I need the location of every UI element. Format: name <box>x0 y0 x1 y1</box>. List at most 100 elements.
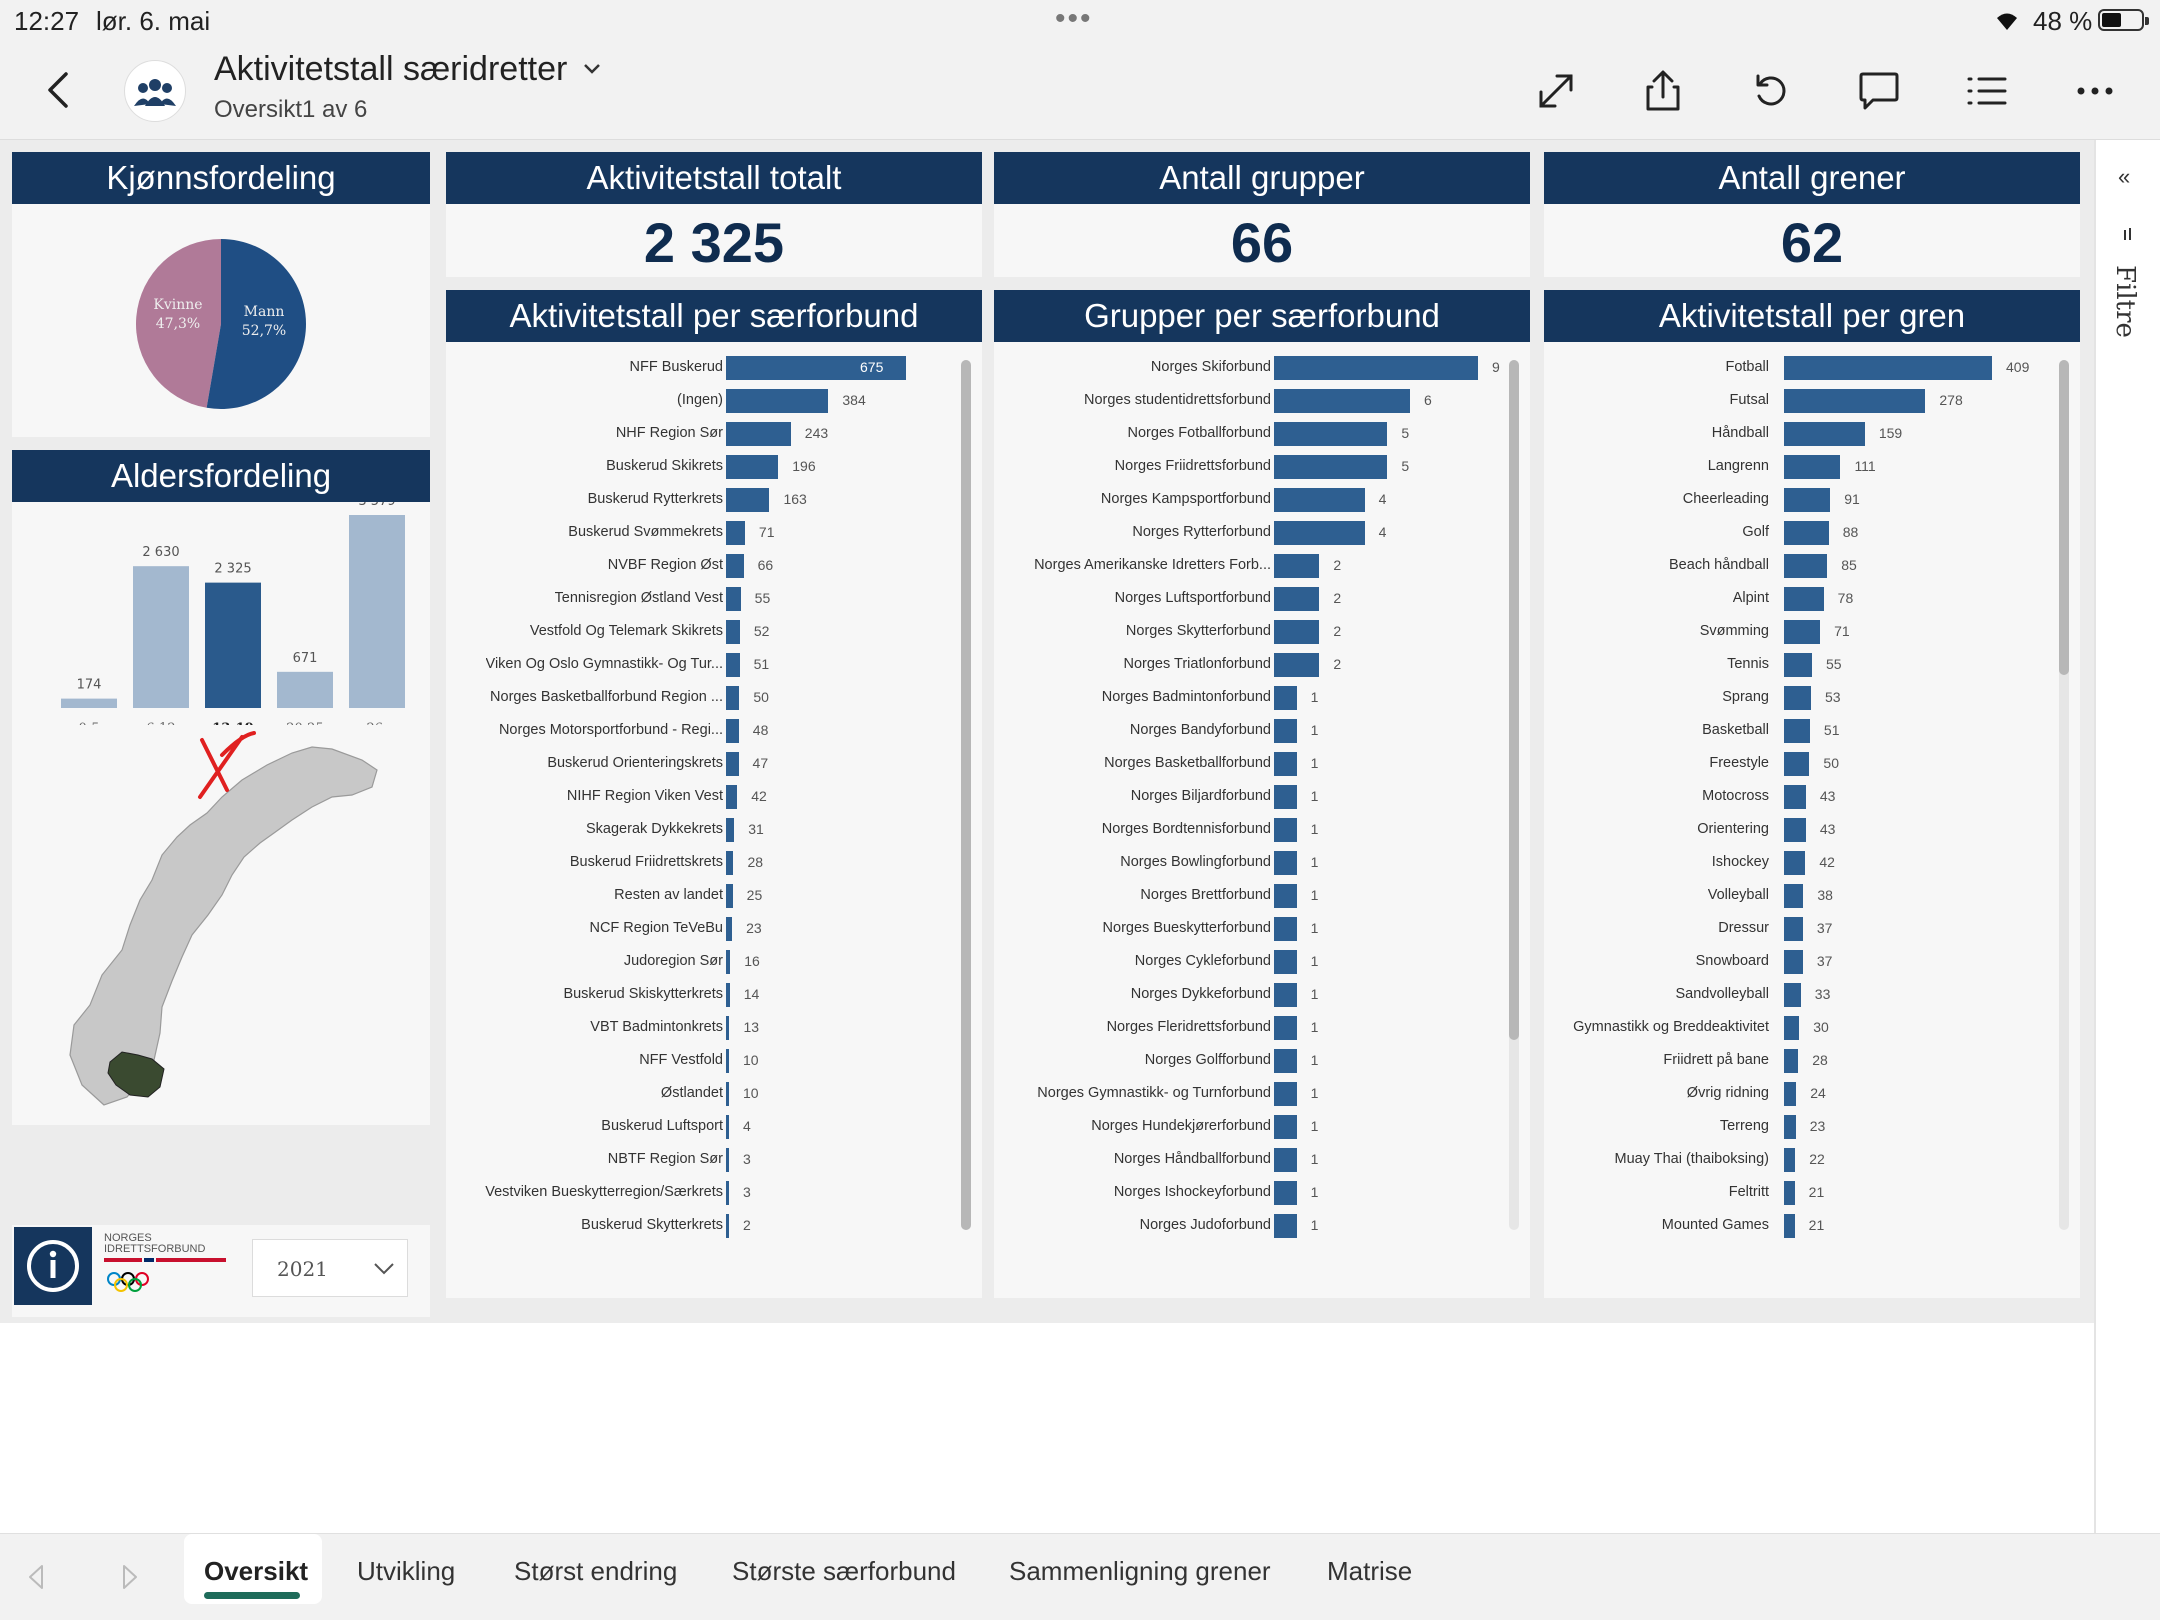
bar-row[interactable]: Norges Hundekjørerforbund 1 <box>994 1115 1530 1139</box>
bar-row[interactable]: Norges Triatlonforbund 2 <box>994 653 1530 677</box>
bar-row[interactable]: Norges Cykleforbund 1 <box>994 950 1530 974</box>
bar-row[interactable]: Futsal 278 <box>1544 389 2080 413</box>
bar-row[interactable]: Norges Skytterforbund 2 <box>994 620 1530 644</box>
bar-row[interactable]: Sandvolleyball 33 <box>1544 983 2080 1007</box>
tab-storste-saerforbund[interactable]: Største særforbund <box>732 1556 956 1586</box>
bar-row[interactable]: Buskerud Rytterkrets 163 <box>446 488 982 512</box>
bar[interactable] <box>1274 1148 1297 1172</box>
bar[interactable] <box>726 818 735 842</box>
bar[interactable] <box>1274 1016 1297 1040</box>
bar-row[interactable]: Norges Friidrettsforbund 5 <box>994 455 1530 479</box>
bar-row[interactable]: Motocross 43 <box>1544 785 2080 809</box>
bar[interactable] <box>1784 455 1841 479</box>
bar-row[interactable]: NCF Region TeVeBu 23 <box>446 917 982 941</box>
bar[interactable] <box>1784 1115 1796 1139</box>
scrollbar-thumb[interactable] <box>961 360 971 1230</box>
bar[interactable] <box>1274 1082 1297 1106</box>
bar-row[interactable]: Snowboard 37 <box>1544 950 2080 974</box>
bar[interactable] <box>1274 554 1320 578</box>
bar[interactable] <box>1784 686 1811 710</box>
bar[interactable] <box>1784 917 1803 941</box>
bar[interactable] <box>1274 1181 1297 1205</box>
bar[interactable] <box>1274 587 1320 611</box>
bar-row[interactable]: NFF Vestfold 10 <box>446 1049 982 1073</box>
bar-row[interactable]: Norges Badmintonforbund 1 <box>994 686 1530 710</box>
bar[interactable] <box>1274 455 1388 479</box>
tab-sammenligning-grener[interactable]: Sammenligning grener <box>1009 1556 1271 1586</box>
bar-row[interactable]: Norges studentidrettsforbund 6 <box>994 389 1530 413</box>
scrollbar[interactable] <box>961 360 971 1230</box>
bar[interactable] <box>726 389 829 413</box>
bar-row[interactable]: Buskerud Luftsport 4 <box>446 1115 982 1139</box>
age-bar-26-[interactable] <box>349 515 405 708</box>
bar-row[interactable]: Norges Basketballforbund Region ... 50 <box>446 686 982 710</box>
bar-row[interactable]: Alpint 78 <box>1544 587 2080 611</box>
bar[interactable] <box>1784 752 1810 776</box>
bar[interactable] <box>1274 917 1297 941</box>
bar[interactable] <box>1274 950 1297 974</box>
bar-row[interactable]: Norges Luftsportforbund 2 <box>994 587 1530 611</box>
bar-row[interactable]: Norges Bowlingforbund 1 <box>994 851 1530 875</box>
bar[interactable] <box>1784 521 1829 545</box>
bar-row[interactable]: Beach håndball 85 <box>1544 554 2080 578</box>
bar-row[interactable]: Norges Biljardforbund 1 <box>994 785 1530 809</box>
bar[interactable] <box>1784 983 1801 1007</box>
bar-row[interactable]: Norges Amerikanske Idretters Forb... 2 <box>994 554 1530 578</box>
bar[interactable] <box>726 1016 730 1040</box>
bar-row[interactable]: Vestviken Bueskytterregion/Særkrets 3 <box>446 1181 982 1205</box>
bar[interactable] <box>1784 1148 1796 1172</box>
bar-row[interactable]: Norges Fleridrettsforbund 1 <box>994 1016 1530 1040</box>
bar[interactable] <box>1784 719 1810 743</box>
bar-row[interactable]: Svømming 71 <box>1544 620 2080 644</box>
bar[interactable] <box>726 983 730 1007</box>
bar-row[interactable]: Norges Golfforbund 1 <box>994 1049 1530 1073</box>
bar-row[interactable]: Buskerud Svømmekrets 71 <box>446 521 982 545</box>
bar[interactable] <box>1784 785 1806 809</box>
bar[interactable] <box>1784 356 1992 380</box>
bar-row[interactable]: Østlandet 10 <box>446 1082 982 1106</box>
bar-row[interactable]: Norges Rytterforbund 4 <box>994 521 1530 545</box>
double-chevron-left-icon[interactable]: « <box>2118 164 2131 189</box>
bar[interactable] <box>1784 851 1806 875</box>
scrollbar-thumb[interactable] <box>1509 360 1519 1040</box>
bar[interactable] <box>1274 785 1297 809</box>
chart-aktivitetstall-per-gren[interactable]: Aktivitetstall per gren Fotball 409 Futsal… <box>1544 290 2080 1298</box>
bar[interactable] <box>726 785 738 809</box>
bar-row[interactable]: Norges Håndballforbund 1 <box>994 1148 1530 1172</box>
bar[interactable] <box>1784 587 1824 611</box>
bar-row[interactable]: Norges Motorsportforbund - Regi... 48 <box>446 719 982 743</box>
filters-pane-collapsed[interactable]: « Filtre <box>2094 140 2160 1533</box>
bar-row[interactable]: Norges Skiforbund 9 <box>994 356 1530 380</box>
bar-row[interactable]: NBTF Region Sør 3 <box>446 1148 982 1172</box>
bar[interactable] <box>1274 1214 1297 1238</box>
bar[interactable] <box>726 554 744 578</box>
map-region-buskerud[interactable] <box>107 1051 165 1098</box>
bar[interactable] <box>726 1049 729 1073</box>
bar-row[interactable]: Golf 88 <box>1544 521 2080 545</box>
map-visual[interactable] <box>12 725 430 1125</box>
bar[interactable] <box>1784 950 1803 974</box>
scrollbar[interactable] <box>1509 360 1519 1230</box>
bar[interactable] <box>1274 719 1297 743</box>
bar[interactable] <box>726 1181 729 1205</box>
bar-row[interactable]: Tennis 55 <box>1544 653 2080 677</box>
bar-row[interactable]: Buskerud Skiskytterkrets 14 <box>446 983 982 1007</box>
tab-oversikt[interactable]: Oversikt <box>204 1556 309 1586</box>
bar[interactable] <box>1784 1214 1795 1238</box>
age-bar-0-5[interactable] <box>61 698 117 708</box>
bar[interactable] <box>726 455 779 479</box>
filters-label[interactable]: Filtre <box>2110 265 2140 338</box>
bar-row[interactable]: Muay Thai (thaiboksing) 22 <box>1544 1148 2080 1172</box>
share-icon[interactable] <box>1638 66 1688 116</box>
gender-pie-chart[interactable]: Kvinne 47,3% Mann 52,7% <box>12 204 430 437</box>
tab-utvikling[interactable]: Utvikling <box>357 1556 456 1586</box>
bar-row[interactable]: Dressur 37 <box>1544 917 2080 941</box>
bar[interactable] <box>1784 1082 1797 1106</box>
bar[interactable] <box>1274 686 1297 710</box>
bar-row[interactable]: NVBF Region Øst 66 <box>446 554 982 578</box>
bar[interactable] <box>1784 653 1812 677</box>
comment-icon[interactable] <box>1854 66 1904 116</box>
bar-row[interactable]: NIHF Region Viken Vest 42 <box>446 785 982 809</box>
bar-row[interactable]: Langrenn 111 <box>1544 455 2080 479</box>
info-icon[interactable] <box>14 1227 92 1305</box>
